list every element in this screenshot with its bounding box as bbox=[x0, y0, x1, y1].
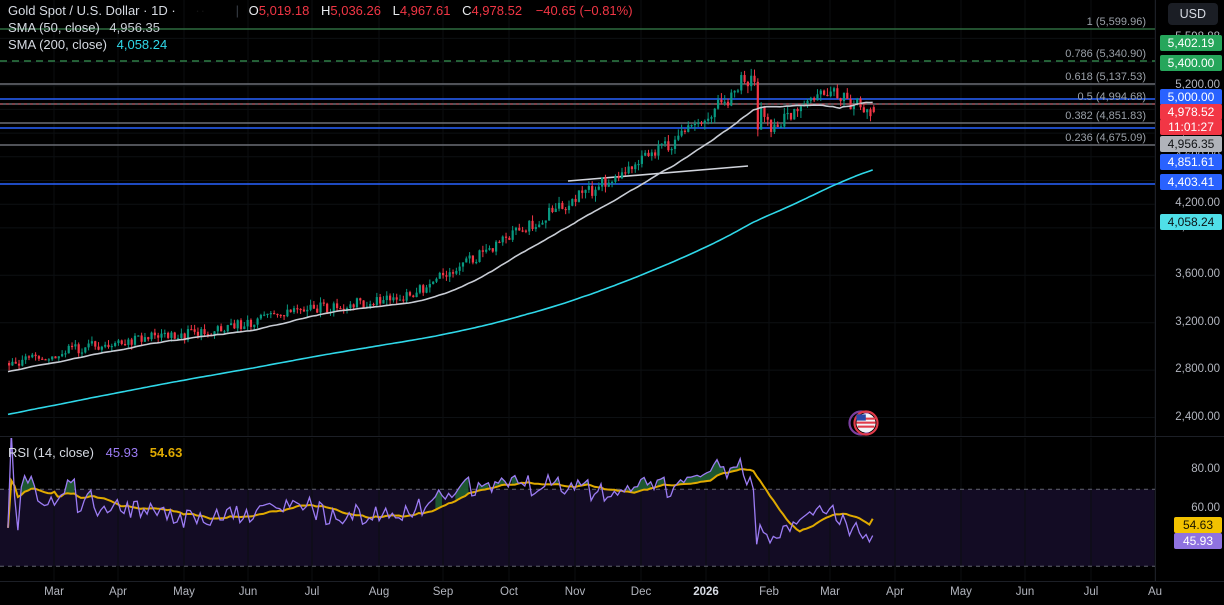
time-axis-label: Dec bbox=[630, 586, 652, 598]
pane-separator-2 bbox=[0, 581, 1224, 582]
symbol-interval[interactable]: 1D bbox=[151, 3, 168, 18]
price-axis-badge[interactable]: 4,956.35 bbox=[1160, 136, 1222, 152]
fib-level-label: 0.618 (5,137.53) bbox=[1065, 71, 1146, 83]
close-value: 4,978.52 bbox=[471, 3, 523, 18]
time-axis[interactable]: Mar Apr May Jun Jul Aug Sep Oct Nov Dec 2026 Feb Mar… bbox=[0, 582, 1224, 605]
low-value: 4,967.61 bbox=[399, 3, 451, 18]
price-axis-badge[interactable]: 5,000.00 bbox=[1160, 89, 1222, 105]
time-axis-label: Oct bbox=[500, 586, 518, 598]
price-chart-svg bbox=[0, 0, 1156, 437]
time-axis-label: Aug bbox=[368, 586, 390, 598]
sma200-value: 4,058.24 bbox=[116, 37, 168, 52]
sma50-legend-row[interactable]: SMA (50, close) 4,956.35 bbox=[8, 19, 633, 36]
price-axis[interactable]: 5,598.885,400.005,200.005,000.004,800.00… bbox=[1156, 0, 1224, 437]
symbol-faint-text: ·· bbox=[195, 3, 206, 18]
rsi-band bbox=[0, 489, 1156, 567]
rsi-legend[interactable]: RSI (14, close) 45.93 54.63 bbox=[8, 445, 182, 460]
sma50-line bbox=[7, 101, 873, 373]
time-axis-label: Nov bbox=[564, 586, 586, 598]
rsi-line bbox=[7, 438, 874, 545]
fib-level-label: 0.786 (5,340.90) bbox=[1065, 48, 1146, 60]
time-axis-label: Feb bbox=[759, 586, 779, 598]
fib-level-label: 0.236 (4,675.09) bbox=[1065, 132, 1146, 144]
rsi-chart-svg bbox=[0, 438, 1156, 582]
axis-separator bbox=[1155, 0, 1156, 582]
symbol-sep2: · bbox=[171, 3, 176, 18]
legend-divider: | bbox=[235, 3, 239, 18]
high-label: H bbox=[320, 3, 331, 18]
rsi-tick-label: 60.00 bbox=[1191, 501, 1220, 514]
price-axis-badge[interactable]: 5,400.00 bbox=[1160, 55, 1222, 71]
fib-level-label: 1 (5,599.96) bbox=[1086, 16, 1146, 28]
time-axis-label: Au bbox=[1147, 586, 1163, 598]
price-axis-badge[interactable]: 11:01:27 bbox=[1160, 119, 1222, 135]
sma200-line bbox=[7, 169, 873, 416]
low-label: L bbox=[392, 3, 400, 18]
price-axis-badge[interactable]: 4,978.52 bbox=[1160, 104, 1222, 120]
currency-button[interactable]: USD bbox=[1167, 3, 1218, 25]
time-axis-label: Mar bbox=[44, 586, 64, 598]
fib-level-label: 0.5 (4,994.68) bbox=[1077, 91, 1147, 103]
time-axis-label: Apr bbox=[109, 586, 127, 598]
symbol-legend-row[interactable]: Gold Spot / U.S. Dollar · 1D · ·· | O5,0… bbox=[8, 2, 633, 19]
time-axis-label: May bbox=[173, 586, 195, 598]
flag-badge-watermark bbox=[848, 410, 879, 436]
close-label: C bbox=[462, 3, 472, 18]
rsi-chart-pane[interactable] bbox=[0, 438, 1156, 582]
pane-separator-1 bbox=[0, 436, 1224, 437]
time-axis-label: Jul bbox=[304, 586, 320, 598]
price-axis-badge[interactable]: 4,851.61 bbox=[1160, 154, 1222, 170]
open-value: 5,019.18 bbox=[258, 3, 310, 18]
sma200-label: SMA (200, close) bbox=[8, 37, 107, 52]
price-chart-pane[interactable]: 1 (5,599.96) 0.786 (5,340.90) 0.618 (5,137… bbox=[0, 0, 1156, 437]
open-label: O bbox=[248, 3, 259, 18]
horizontal-price-lines bbox=[0, 98, 1156, 185]
price-tick-label: 3,600.00 bbox=[1175, 268, 1220, 281]
time-axis-label: Sep bbox=[432, 586, 454, 598]
time-axis-label: Mar bbox=[820, 586, 840, 598]
time-axis-label: May bbox=[950, 586, 972, 598]
price-legend: Gold Spot / U.S. Dollar · 1D · ·· | O5,0… bbox=[8, 2, 633, 53]
time-axis-label: Apr bbox=[886, 586, 904, 598]
rsi-value: 45.93 bbox=[105, 445, 139, 460]
time-axis-label: Jul bbox=[1083, 586, 1099, 598]
price-tick-label: 5,200.00 bbox=[1175, 78, 1220, 91]
sma200-legend-row[interactable]: SMA (200, close) 4,058.24 bbox=[8, 36, 633, 53]
symbol-sep1: · bbox=[143, 3, 148, 18]
time-axis-label: Jun bbox=[238, 586, 258, 598]
price-tick-label: 3,200.00 bbox=[1175, 315, 1220, 328]
price-tick-label: 2,400.00 bbox=[1175, 410, 1220, 423]
price-gridlines bbox=[0, 0, 1156, 437]
time-axis-label: Jun bbox=[1015, 586, 1035, 598]
time-axis-label: 2026 bbox=[693, 586, 719, 598]
rsi-tick-label: 80.00 bbox=[1191, 463, 1220, 475]
rsi-axis-badge[interactable]: 45.93 bbox=[1174, 533, 1222, 549]
price-axis-badge[interactable]: 5,402.19 bbox=[1160, 35, 1222, 51]
change-value: −40.65 (−0.81%) bbox=[535, 3, 633, 18]
price-axis-badge[interactable]: 4,058.24 bbox=[1160, 214, 1222, 230]
price-tick-label: 2,800.00 bbox=[1175, 363, 1220, 376]
price-tick-label: 4,200.00 bbox=[1175, 197, 1220, 210]
sma50-label: SMA (50, close) bbox=[8, 20, 100, 35]
rsi-ma-value: 54.63 bbox=[149, 445, 183, 460]
sma50-value: 4,956.35 bbox=[109, 20, 160, 35]
fib-level-label: 0.382 (4,851.83) bbox=[1065, 110, 1146, 122]
rsi-label: RSI (14, close) bbox=[8, 445, 94, 460]
symbol-title[interactable]: Gold Spot / U.S. Dollar bbox=[8, 3, 140, 18]
price-axis-badge[interactable]: 4,403.41 bbox=[1160, 174, 1222, 190]
rsi-axis-badge[interactable]: 54.63 bbox=[1174, 517, 1222, 533]
high-value: 5,036.26 bbox=[330, 3, 381, 18]
